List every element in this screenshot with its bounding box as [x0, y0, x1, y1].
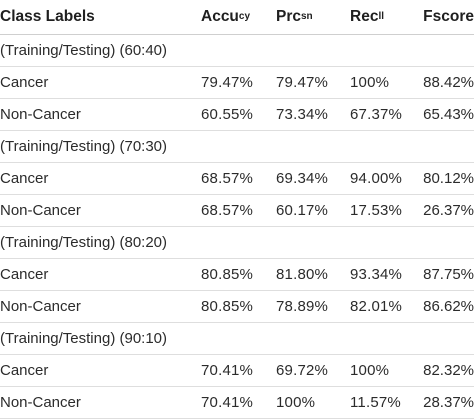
table-row: Non-Cancer 60.55% 73.34% 67.37% 65.43%: [0, 99, 474, 131]
row-precision: 73.34%: [276, 106, 329, 123]
row-class-label: Non-Cancer: [0, 202, 81, 219]
row-accuracy: 80.85%: [201, 298, 254, 315]
header-fscore: Fscore: [423, 8, 474, 25]
row-fscore: 80.12%: [423, 170, 474, 187]
header-precision: Prc sn: [276, 8, 313, 25]
group-label: (Training/Testing) (90:10): [0, 330, 168, 347]
row-precision: 69.34%: [276, 170, 329, 187]
row-recall: 93.34%: [350, 266, 403, 283]
row-accuracy: 68.57%: [201, 170, 254, 187]
group-row: (Training/Testing) (70:30): [0, 131, 474, 163]
row-recall: 82.01%: [350, 298, 403, 315]
table-row: Cancer 79.47% 79.47% 100% 88.42%: [0, 67, 474, 99]
row-class-label: Cancer: [0, 266, 49, 283]
group-row: (Training/Testing) (80:20): [0, 227, 474, 259]
row-precision: 100%: [276, 394, 316, 411]
header-recall: Rec ll: [350, 8, 384, 25]
row-accuracy: 80.85%: [201, 266, 254, 283]
header-class-labels: Class Labels: [0, 8, 95, 25]
row-class-label: Non-Cancer: [0, 298, 81, 315]
table-row: Cancer 80.85% 81.80% 93.34% 87.75%: [0, 259, 474, 291]
row-accuracy: 70.41%: [201, 362, 254, 379]
table-row: Cancer 70.41% 69.72% 100% 82.32%: [0, 355, 474, 387]
row-precision: 81.80%: [276, 266, 329, 283]
row-fscore: 86.62%: [423, 298, 474, 315]
header-accuracy: Accu cy: [201, 8, 251, 25]
row-precision: 78.89%: [276, 298, 329, 315]
row-fscore: 28.37%: [423, 394, 474, 411]
row-precision: 69.72%: [276, 362, 329, 379]
table-row: Non-Cancer 70.41% 100% 11.57% 28.37%: [0, 387, 474, 419]
row-fscore: 65.43%: [423, 106, 474, 123]
row-class-label: Cancer: [0, 362, 49, 379]
row-class-label: Cancer: [0, 74, 49, 91]
table-header-row: Class Labels Accu cy Prc sn Rec ll Fscore: [0, 0, 474, 35]
group-row: (Training/Testing) (60:40): [0, 35, 474, 67]
row-class-label: Cancer: [0, 170, 49, 187]
row-recall: 11.57%: [350, 394, 401, 411]
row-fscore: 26.37%: [423, 202, 474, 219]
row-accuracy: 68.57%: [201, 202, 254, 219]
table-row: Cancer 68.57% 69.34% 94.00% 80.12%: [0, 163, 474, 195]
row-accuracy: 79.47%: [201, 74, 254, 91]
table-row: Non-Cancer 68.57% 60.17% 17.53% 26.37%: [0, 195, 474, 227]
row-recall: 100%: [350, 74, 390, 91]
row-recall: 67.37%: [350, 106, 403, 123]
group-row: (Training/Testing) (90:10): [0, 323, 474, 355]
row-recall: 100%: [350, 362, 390, 379]
row-accuracy: 70.41%: [201, 394, 254, 411]
row-fscore: 88.42%: [423, 74, 474, 91]
row-recall: 17.53%: [350, 202, 403, 219]
row-precision: 60.17%: [276, 202, 329, 219]
row-fscore: 82.32%: [423, 362, 474, 379]
row-precision: 79.47%: [276, 74, 329, 91]
group-label: (Training/Testing) (80:20): [0, 234, 168, 251]
row-recall: 94.00%: [350, 170, 403, 187]
group-label: (Training/Testing) (70:30): [0, 138, 168, 155]
group-label: (Training/Testing) (60:40): [0, 42, 168, 59]
row-accuracy: 60.55%: [201, 106, 254, 123]
row-class-label: Non-Cancer: [0, 394, 81, 411]
row-fscore: 87.75%: [423, 266, 474, 283]
row-class-label: Non-Cancer: [0, 106, 81, 123]
table-row: Non-Cancer 80.85% 78.89% 82.01% 86.62%: [0, 291, 474, 323]
